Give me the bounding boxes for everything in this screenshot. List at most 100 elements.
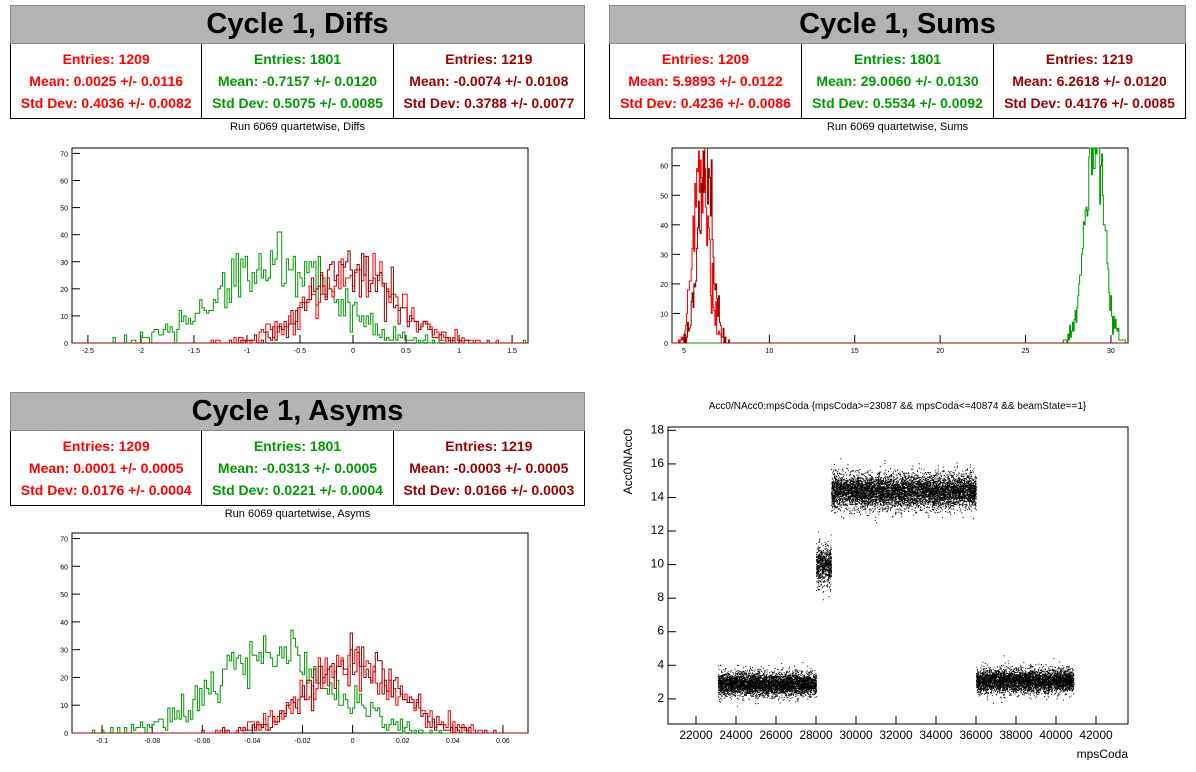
scatter-point xyxy=(804,679,806,681)
scatter-point xyxy=(814,687,815,689)
scatter-point xyxy=(759,679,761,681)
scatter-point xyxy=(766,690,768,692)
scatter-point xyxy=(828,561,830,563)
scatter-point xyxy=(734,680,736,681)
scatter-point xyxy=(806,685,808,687)
scatter-point xyxy=(812,692,814,694)
scatter-point xyxy=(785,694,787,696)
scatter-point xyxy=(807,677,808,679)
x-tick-label: 1 xyxy=(457,348,461,355)
scatter-point xyxy=(730,681,732,683)
scatter-point xyxy=(729,677,731,679)
asyms-stats-darkred: Entries: 1219 Mean: -0.0003 +/- 0.0005 S… xyxy=(392,431,584,505)
scatter-point xyxy=(799,676,801,677)
scatter-point xyxy=(772,697,774,699)
stat-mean: Mean: -0.0003 +/- 0.0005 xyxy=(409,460,569,476)
scatter-point xyxy=(758,676,760,678)
scatter-point xyxy=(816,565,817,567)
scatter-point xyxy=(721,679,723,681)
scatter-point xyxy=(775,689,776,691)
scatter-point xyxy=(726,679,728,681)
scatter-point xyxy=(774,690,776,692)
x-tick-label: 24000 xyxy=(719,728,753,742)
scatter-point xyxy=(765,690,766,691)
scatter-point xyxy=(753,689,755,691)
scatter-point xyxy=(790,688,792,690)
scatter-point xyxy=(731,690,733,692)
scatter-point xyxy=(766,681,768,683)
scatter-point xyxy=(724,677,726,679)
scatter-point xyxy=(733,681,735,683)
scatter-point xyxy=(786,688,788,690)
scatter-point xyxy=(820,575,822,576)
scatter-point xyxy=(795,695,797,697)
scatter-point xyxy=(763,674,765,676)
scatter-point xyxy=(718,668,720,670)
scatter-point xyxy=(766,669,768,671)
scatter-point xyxy=(725,696,727,698)
scatter-point xyxy=(821,567,823,569)
scatter-point xyxy=(801,686,803,687)
scatter-point xyxy=(761,686,763,688)
scatter-point xyxy=(718,686,720,688)
scatter-point xyxy=(815,688,817,690)
scatter-point xyxy=(810,685,812,687)
scatter-point xyxy=(795,693,797,695)
scatter-point xyxy=(770,674,772,676)
scatter-point xyxy=(744,680,746,682)
scatter-point xyxy=(753,673,755,675)
scatter-point xyxy=(771,689,773,691)
scatter-point xyxy=(803,680,805,682)
scatter-point xyxy=(824,563,826,564)
scatter-point xyxy=(776,691,778,693)
scatter-point xyxy=(747,685,749,687)
scatter-point xyxy=(762,693,764,695)
scatter-point xyxy=(795,688,797,690)
scatter-point xyxy=(829,562,831,564)
scatter-point xyxy=(780,677,782,679)
scatter-point xyxy=(788,668,790,670)
scatter-point xyxy=(782,689,784,691)
scatter-point xyxy=(734,679,736,681)
scatter-point xyxy=(764,675,766,677)
scatter-point xyxy=(745,682,747,684)
scatter-point xyxy=(794,687,796,689)
scatter-point xyxy=(812,690,814,692)
scatter-point xyxy=(784,688,786,690)
scatter-point xyxy=(752,682,754,684)
scatter-point xyxy=(768,684,770,686)
scatter-point xyxy=(725,679,727,680)
scatter-point xyxy=(816,568,818,570)
scatter-point xyxy=(733,691,735,693)
scatter-point xyxy=(721,688,723,690)
scatter-point xyxy=(799,691,801,693)
scatter-point xyxy=(743,675,745,677)
scatter-point xyxy=(823,556,824,558)
scatter-point xyxy=(799,678,801,679)
scatter-point xyxy=(764,692,766,694)
scatter-point xyxy=(739,689,741,690)
scatter-point xyxy=(744,692,746,694)
scatter-point xyxy=(786,670,788,672)
scatter-point xyxy=(733,677,735,679)
scatter-point xyxy=(758,668,760,670)
scatter-point xyxy=(817,547,819,549)
scatter-point xyxy=(784,674,785,676)
scatter-point xyxy=(727,685,729,687)
scatter-point xyxy=(750,686,752,688)
scatter-point xyxy=(813,680,815,682)
scatter-point xyxy=(781,692,783,694)
scatter-point xyxy=(823,584,825,586)
scatter-point xyxy=(795,680,797,682)
scatter-point xyxy=(757,697,759,699)
scatter-point xyxy=(753,693,755,695)
scatter-point xyxy=(825,557,827,559)
scatter-point xyxy=(766,679,768,681)
scatter-point xyxy=(778,685,780,687)
scatter-point xyxy=(815,675,817,677)
scatter-point xyxy=(764,682,766,684)
scatter-point xyxy=(742,693,744,695)
plot-frame xyxy=(671,147,1129,344)
scatter-point xyxy=(787,680,789,682)
